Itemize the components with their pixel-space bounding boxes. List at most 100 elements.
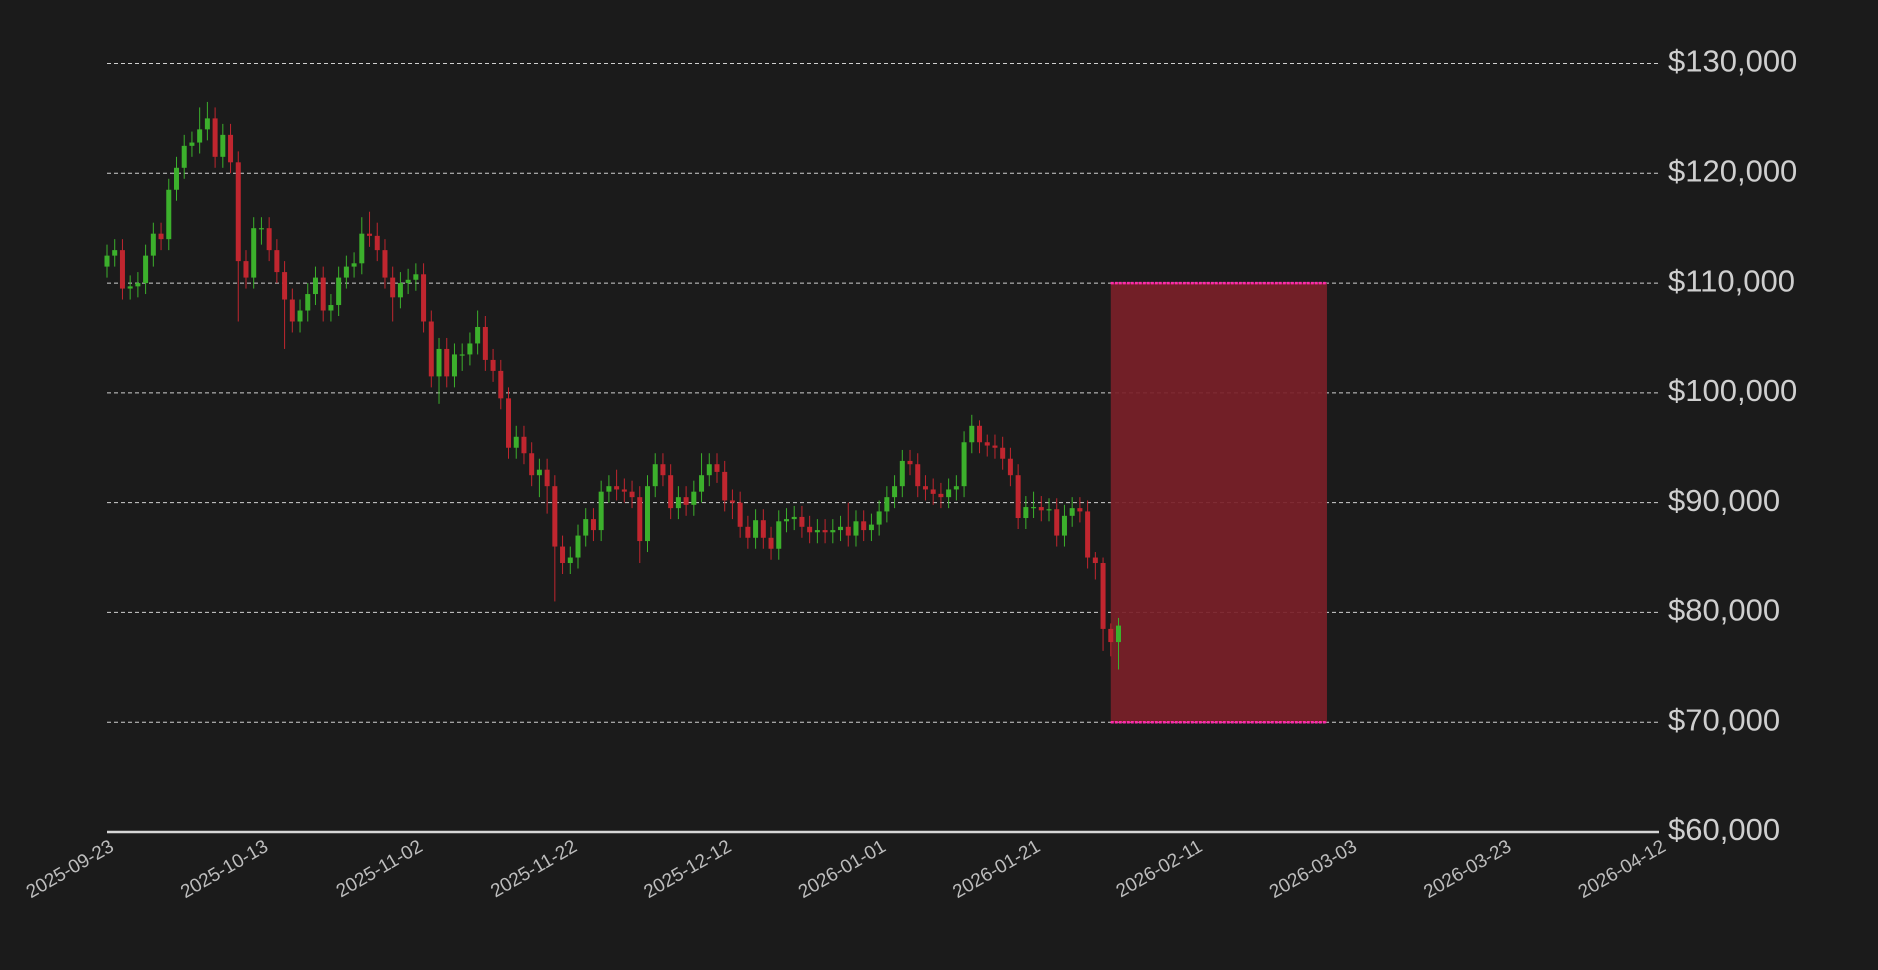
candle-body [907, 460, 913, 465]
candle-body [1116, 625, 1122, 643]
candle-body [621, 489, 627, 492]
candle-body [853, 521, 859, 536]
candle-body [459, 354, 465, 356]
candle-body [567, 557, 573, 564]
candle-body [421, 274, 427, 322]
candle-body [173, 167, 179, 190]
candle-body [336, 277, 342, 306]
candle-body [930, 489, 936, 494]
candle-body [768, 537, 774, 549]
candle-body [536, 469, 542, 476]
candle-body [390, 277, 396, 298]
candle-body [714, 464, 720, 472]
candle-body [490, 359, 496, 371]
candle-body [212, 118, 218, 157]
candle-body [783, 519, 789, 522]
candle-body [884, 497, 890, 512]
candle-body [683, 497, 689, 505]
candle-body [1054, 509, 1060, 536]
candle-body [1046, 509, 1052, 511]
candle-body [830, 530, 836, 533]
candle-body [1038, 507, 1044, 511]
candle-body [274, 250, 280, 273]
y-tick-label: $90,000 [1668, 483, 1780, 518]
candle-body [861, 521, 867, 531]
candle-body [351, 263, 357, 267]
candle-body [367, 233, 373, 236]
candle-body [444, 348, 450, 377]
candle-body [197, 129, 203, 143]
candle-body [922, 486, 928, 490]
candle-body [899, 460, 905, 487]
candle-body [614, 486, 620, 490]
shaded-zone [1110, 283, 1327, 723]
candle-body [189, 142, 195, 146]
candle-body [258, 228, 264, 230]
candle-body [220, 134, 226, 157]
candle-body [845, 526, 851, 536]
candle-body [544, 469, 550, 487]
candle-body [699, 475, 705, 492]
candle-body [1108, 628, 1114, 643]
candle-body [729, 500, 735, 503]
y-tick-label: $80,000 [1668, 593, 1780, 628]
candle-body [127, 286, 133, 289]
candle-body [977, 425, 983, 443]
candle-body [737, 502, 743, 527]
candle-body [506, 398, 512, 448]
candle-body [1092, 557, 1098, 564]
candle-body [529, 453, 535, 476]
candle-body [235, 162, 241, 262]
candle-body [606, 486, 612, 492]
candle-body [722, 471, 728, 501]
candle-body [876, 511, 882, 525]
candle-body [297, 310, 303, 322]
candle-body [637, 497, 643, 542]
candle-body [560, 546, 566, 564]
candle-body [706, 464, 712, 476]
candle-body [166, 189, 172, 240]
candle-body [814, 530, 820, 533]
candle-body [644, 486, 650, 542]
candle-body [282, 272, 288, 300]
candle-body [791, 516, 797, 520]
candle-body [822, 530, 828, 533]
candle-body [598, 491, 604, 531]
candle-body [1000, 447, 1006, 459]
y-tick-label: $60,000 [1668, 812, 1780, 847]
candle-body [984, 442, 990, 446]
candle-body [660, 464, 666, 476]
candle-body [1061, 515, 1067, 536]
candle-body [675, 497, 681, 509]
candle-body [428, 321, 434, 377]
candle-body [305, 294, 311, 311]
candle-body [969, 425, 975, 443]
candle-body [868, 524, 874, 531]
candle-body [753, 520, 759, 538]
candle-body [143, 255, 149, 284]
candle-body [312, 277, 318, 295]
candle-body [382, 250, 388, 278]
candle-body [1015, 475, 1021, 519]
candle-body [343, 266, 349, 278]
candle-body [1077, 508, 1083, 512]
candle-body [575, 535, 581, 558]
candle-body [799, 516, 805, 527]
candle-body [1069, 508, 1075, 516]
candle-body [181, 145, 187, 168]
candle-body [405, 279, 411, 284]
candle-body [915, 464, 921, 487]
candle-body [1085, 511, 1091, 558]
candle-body [498, 370, 504, 399]
candle-body [251, 228, 257, 278]
candle-body [413, 274, 419, 280]
candle-body [135, 283, 141, 287]
candle-body [320, 277, 326, 311]
candle-body [838, 526, 844, 531]
candle-body [938, 493, 944, 498]
candle-body [1100, 563, 1106, 629]
candle-body [266, 228, 272, 251]
candle-body [1031, 507, 1037, 509]
